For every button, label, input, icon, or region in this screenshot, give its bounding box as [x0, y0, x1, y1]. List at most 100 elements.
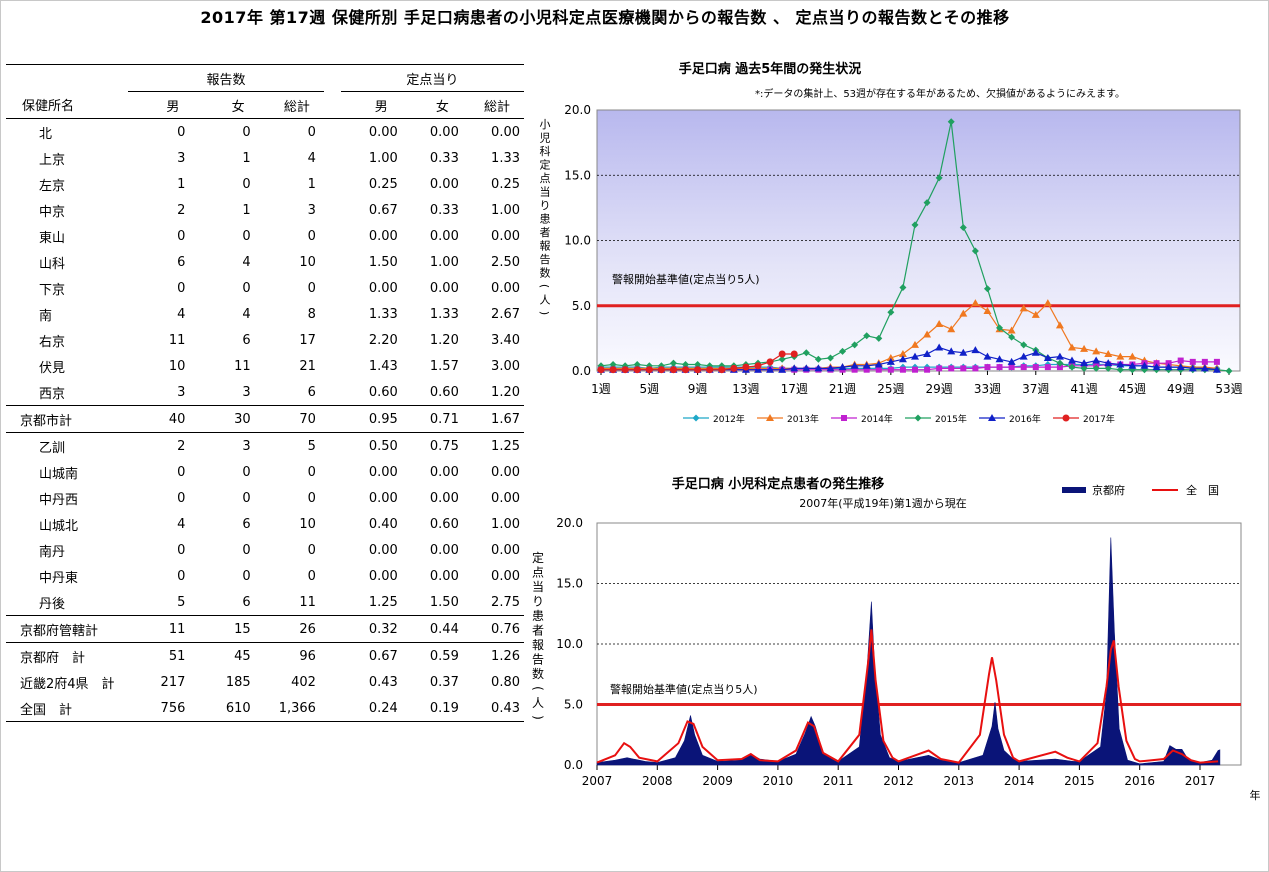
chart1-point — [694, 366, 702, 374]
male-rate: 0.00 — [368, 542, 398, 558]
chart1-ylabel-char: 数 — [540, 267, 551, 280]
total-rate: 0.00 — [462, 118, 524, 145]
chart2-y-tick: 20.0 — [556, 516, 583, 530]
male-count: 217 — [160, 674, 186, 690]
chart1-point — [983, 306, 992, 314]
female-count: 0 — [242, 542, 251, 558]
female-count: 30 — [193, 405, 259, 433]
chart1-point — [609, 360, 617, 368]
female-rate: 0.33 — [429, 202, 459, 218]
chart1-point — [839, 347, 847, 355]
chart1-x-tick: 17週 — [781, 382, 808, 396]
chart1-point — [899, 366, 906, 373]
total-rate: 1.33 — [491, 150, 520, 166]
chart1-ylabel-char: 人 — [540, 294, 551, 307]
chart1-point — [972, 365, 979, 372]
chart1-point — [1020, 364, 1027, 371]
chart1-point — [959, 223, 967, 231]
total-rate: 0.25 — [491, 176, 520, 192]
female-rate: 0.37 — [429, 674, 459, 690]
chart1-point — [766, 358, 774, 366]
chart1-point — [1020, 341, 1028, 349]
total-count: 8 — [307, 306, 316, 322]
station-name: 中丹西 — [39, 492, 79, 508]
male-rate: 1.25 — [368, 594, 398, 610]
header-male-rate: 男 — [374, 99, 388, 115]
female-count: 0 — [242, 490, 251, 506]
station-name: 西京 — [39, 386, 66, 402]
cell-gap — [323, 615, 341, 643]
female-count: 4 — [242, 306, 251, 322]
total-rate: 0.00 — [491, 568, 520, 584]
male-count: 51 — [128, 642, 194, 669]
total-rate: 0.00 — [491, 228, 520, 244]
male-rate: 0.50 — [340, 432, 402, 459]
male-count: 10 — [168, 358, 186, 374]
female-rate: 0.00 — [429, 280, 459, 296]
chart1-point — [886, 353, 895, 361]
station-name: 京都市計 — [6, 405, 129, 433]
total-count: 17 — [299, 332, 316, 348]
chart1-point — [959, 309, 968, 317]
chart1-x-tick: 49週 — [1167, 382, 1194, 396]
male-rate: 1.50 — [368, 254, 398, 270]
report-table: 報告数 定点当り 保健所名 男 女 総計 男 女 総計 北 0 0 0 0.00 0.00… — [6, 64, 524, 722]
total-rate: 2.75 — [491, 594, 520, 610]
station-name: 伏見 — [39, 360, 66, 376]
chart1-point — [742, 363, 750, 371]
chart1-point — [802, 364, 811, 372]
table-row: 下京 0 0 0 0.00 0.00 0.00 — [6, 275, 524, 301]
chart2-ylabel-char: 人 — [532, 696, 544, 710]
chart1-point — [935, 174, 943, 182]
female-count: 0 — [193, 118, 259, 145]
female-count: 6 — [242, 594, 251, 610]
chart2-title: 手足口病 小児科定点患者の発生推移 — [672, 476, 885, 492]
female-rate: 0.00 — [401, 118, 463, 145]
male-count: 2 — [128, 432, 194, 459]
chart1-x-tick: 9週 — [688, 382, 708, 396]
chart1-point — [996, 364, 1003, 371]
station-name: 山科 — [39, 256, 66, 272]
female-rate: 0.00 — [429, 568, 459, 584]
station-name: 丹後 — [39, 596, 66, 612]
header-gap — [323, 64, 341, 92]
chart1-point — [669, 366, 677, 374]
chart1-title: 手足口病 過去5年間の発生状況 — [679, 61, 862, 77]
station-name: 東山 — [39, 230, 66, 246]
chart1-point — [984, 364, 991, 371]
chart1-point — [1104, 359, 1113, 367]
chart1-point — [1092, 356, 1101, 364]
male-rate: 0.67 — [368, 202, 398, 218]
total-count: 10 — [299, 254, 316, 270]
chart2-y-tick: 5.0 — [564, 698, 583, 712]
chart1-point — [790, 364, 799, 372]
female-count: 0 — [242, 464, 251, 480]
chart1-point — [1068, 356, 1076, 364]
female-rate: 0.00 — [429, 176, 459, 192]
chart1-point — [1201, 358, 1208, 365]
chart1-ylabel-char: ( — [538, 284, 551, 288]
chart1-point — [609, 366, 617, 374]
male-rate: 0.60 — [368, 384, 398, 400]
male-rate: 0.25 — [368, 176, 398, 192]
table-row: 山城南 0 0 0 0.00 0.00 0.00 — [6, 459, 524, 485]
chart1-legend-marker — [841, 415, 847, 421]
chart1-point — [1116, 366, 1124, 374]
chart1-point — [778, 350, 786, 358]
female-rate: 0.44 — [401, 615, 463, 643]
chart1-point — [971, 299, 980, 307]
male-rate: 0.00 — [368, 490, 398, 506]
chart1-point — [948, 365, 955, 372]
male-count: 3 — [177, 384, 186, 400]
chart1-point — [1188, 364, 1197, 372]
chart1-point — [947, 347, 956, 355]
female-rate: 0.71 — [401, 405, 463, 433]
chart1-point — [851, 366, 858, 373]
chart2-x-tick: 2013 — [944, 774, 975, 788]
chart1-point — [947, 325, 956, 333]
female-count: 6 — [242, 516, 251, 532]
chart1-point — [1008, 364, 1015, 371]
chart1-point — [1225, 367, 1233, 375]
total-rate: 2.67 — [491, 306, 520, 322]
chart1-note: *:データの集計上、53週が存在する年があるため、欠損値があるようにみえます。 — [755, 87, 1125, 100]
